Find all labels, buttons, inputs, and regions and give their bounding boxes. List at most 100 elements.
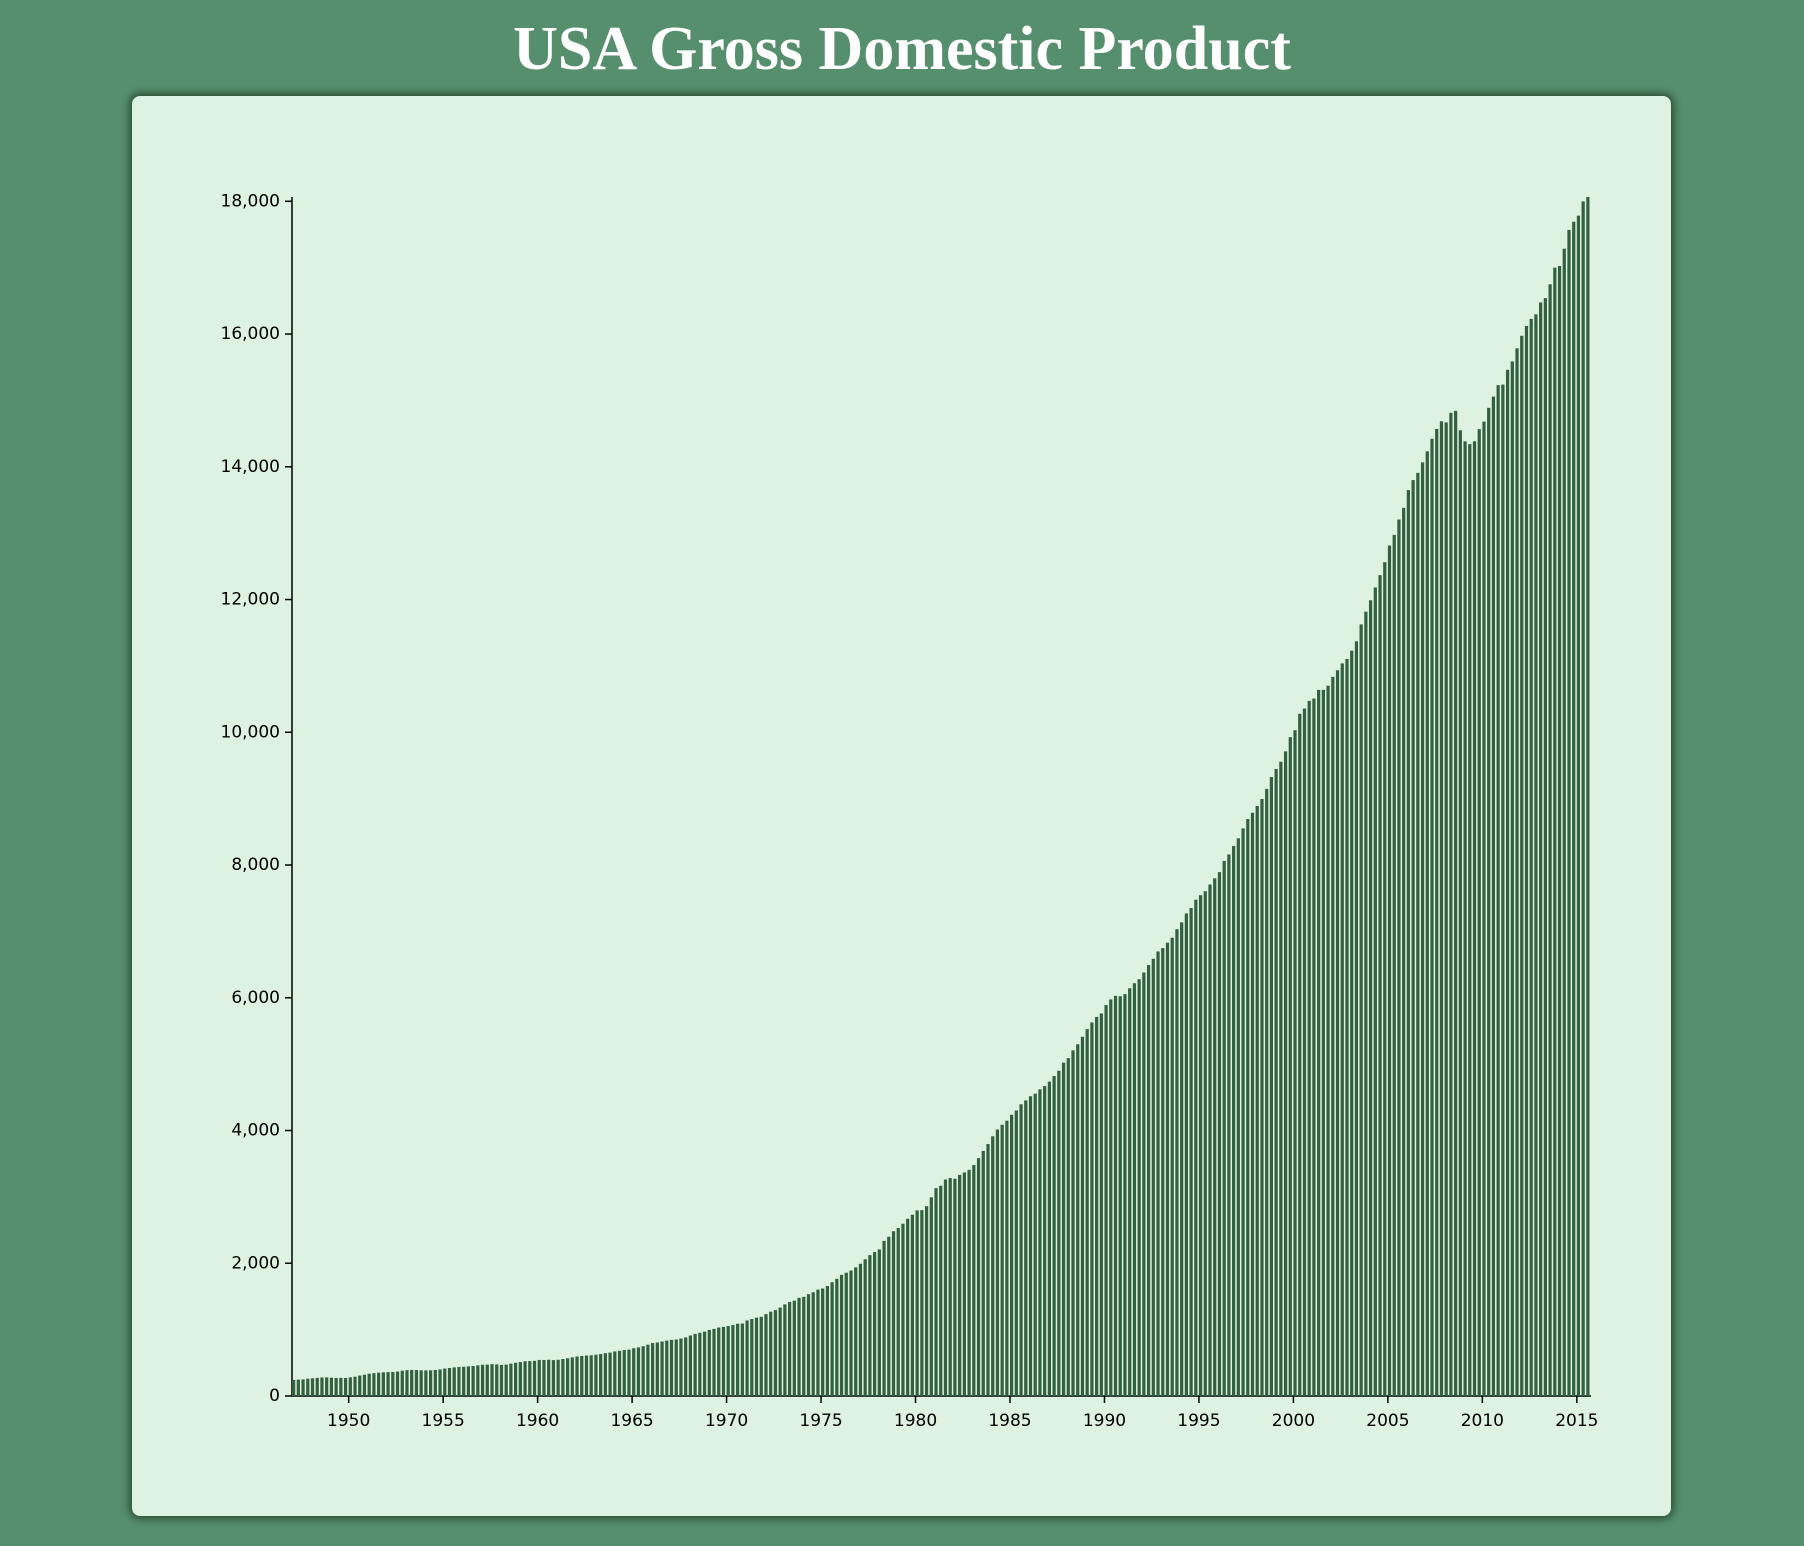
bar bbox=[972, 1165, 976, 1396]
bar bbox=[603, 1353, 607, 1396]
bar bbox=[1028, 1096, 1033, 1396]
bar bbox=[315, 1377, 319, 1396]
bar bbox=[1387, 545, 1392, 1396]
bar bbox=[877, 1249, 881, 1396]
x-tick-label: 1950 bbox=[327, 1411, 370, 1431]
bar bbox=[462, 1366, 466, 1396]
bar bbox=[806, 1294, 811, 1396]
bar bbox=[863, 1259, 867, 1396]
bar bbox=[594, 1354, 598, 1396]
bar bbox=[688, 1335, 693, 1396]
bar bbox=[1515, 348, 1519, 1396]
bar bbox=[811, 1292, 815, 1396]
bar bbox=[1151, 958, 1155, 1396]
bar bbox=[584, 1355, 589, 1396]
bar bbox=[608, 1352, 612, 1396]
bar bbox=[1331, 676, 1335, 1396]
bar bbox=[991, 1136, 995, 1396]
bar bbox=[1146, 965, 1151, 1396]
x-tick-label: 1970 bbox=[705, 1411, 748, 1431]
bar bbox=[377, 1372, 381, 1396]
bar bbox=[1057, 1070, 1061, 1396]
bar bbox=[622, 1350, 626, 1396]
bar bbox=[575, 1356, 579, 1396]
bar bbox=[542, 1359, 546, 1396]
bar bbox=[736, 1323, 740, 1396]
bar bbox=[358, 1375, 362, 1396]
bar bbox=[1161, 948, 1165, 1396]
bar bbox=[1350, 650, 1354, 1396]
y-tick-label: 12,000 bbox=[221, 590, 280, 610]
bar bbox=[830, 1282, 834, 1396]
bar bbox=[1524, 325, 1529, 1396]
bar bbox=[471, 1365, 475, 1396]
bar bbox=[986, 1144, 990, 1396]
bar bbox=[1293, 730, 1297, 1396]
bar bbox=[1425, 451, 1429, 1396]
bar bbox=[1491, 396, 1496, 1396]
bar bbox=[1378, 575, 1382, 1396]
bar bbox=[844, 1272, 848, 1396]
bar bbox=[1052, 1075, 1056, 1396]
bar bbox=[1510, 361, 1514, 1397]
bar bbox=[613, 1351, 617, 1396]
bar bbox=[698, 1332, 702, 1396]
bar bbox=[495, 1364, 499, 1396]
bar bbox=[636, 1347, 641, 1396]
bar bbox=[386, 1372, 390, 1396]
bar bbox=[1208, 884, 1212, 1396]
bar bbox=[915, 1210, 919, 1396]
bar bbox=[1335, 670, 1340, 1396]
y-tick-label: 18,000 bbox=[221, 191, 280, 211]
bar bbox=[565, 1358, 570, 1396]
bar bbox=[1043, 1086, 1047, 1396]
bar bbox=[665, 1340, 669, 1396]
bar bbox=[783, 1304, 787, 1396]
bar bbox=[1402, 507, 1406, 1396]
bar bbox=[1095, 1016, 1099, 1396]
bar bbox=[1345, 659, 1349, 1396]
bar bbox=[1005, 1120, 1009, 1396]
bar bbox=[329, 1377, 334, 1396]
bar bbox=[1364, 611, 1368, 1396]
bar bbox=[1354, 641, 1359, 1396]
bar bbox=[1321, 689, 1325, 1396]
bar bbox=[424, 1370, 428, 1396]
y-tick-label: 14,000 bbox=[221, 457, 280, 477]
bar bbox=[339, 1377, 343, 1396]
bar bbox=[1326, 685, 1330, 1396]
bar bbox=[1061, 1062, 1066, 1396]
x-tick-label: 2000 bbox=[1272, 1411, 1315, 1431]
bar bbox=[1539, 302, 1543, 1397]
bar bbox=[754, 1317, 759, 1396]
bar bbox=[306, 1378, 310, 1396]
bar bbox=[485, 1364, 489, 1396]
bar bbox=[367, 1373, 371, 1396]
bar bbox=[1189, 908, 1193, 1396]
bar bbox=[547, 1359, 551, 1396]
bar bbox=[1586, 197, 1590, 1396]
x-tick-label: 2005 bbox=[1366, 1411, 1409, 1431]
bar bbox=[641, 1346, 645, 1396]
bar bbox=[967, 1169, 971, 1396]
bar bbox=[873, 1252, 877, 1396]
bar bbox=[1260, 798, 1264, 1396]
bar bbox=[1194, 899, 1198, 1396]
bar bbox=[1501, 384, 1505, 1396]
y-tick-label: 4,000 bbox=[231, 1121, 280, 1141]
bar bbox=[523, 1361, 527, 1396]
bar bbox=[1359, 624, 1363, 1396]
bar bbox=[490, 1364, 494, 1396]
x-tick-label: 2015 bbox=[1555, 1411, 1598, 1431]
bar bbox=[1080, 1036, 1085, 1396]
bar bbox=[1009, 1114, 1014, 1396]
bar bbox=[1302, 708, 1307, 1396]
x-tick-label: 1980 bbox=[894, 1411, 937, 1431]
bar bbox=[1175, 929, 1179, 1396]
bar bbox=[778, 1307, 782, 1396]
bar bbox=[821, 1288, 825, 1396]
bar bbox=[1019, 1104, 1023, 1396]
bar bbox=[617, 1350, 622, 1396]
bar bbox=[745, 1320, 749, 1396]
bar bbox=[1047, 1081, 1052, 1396]
